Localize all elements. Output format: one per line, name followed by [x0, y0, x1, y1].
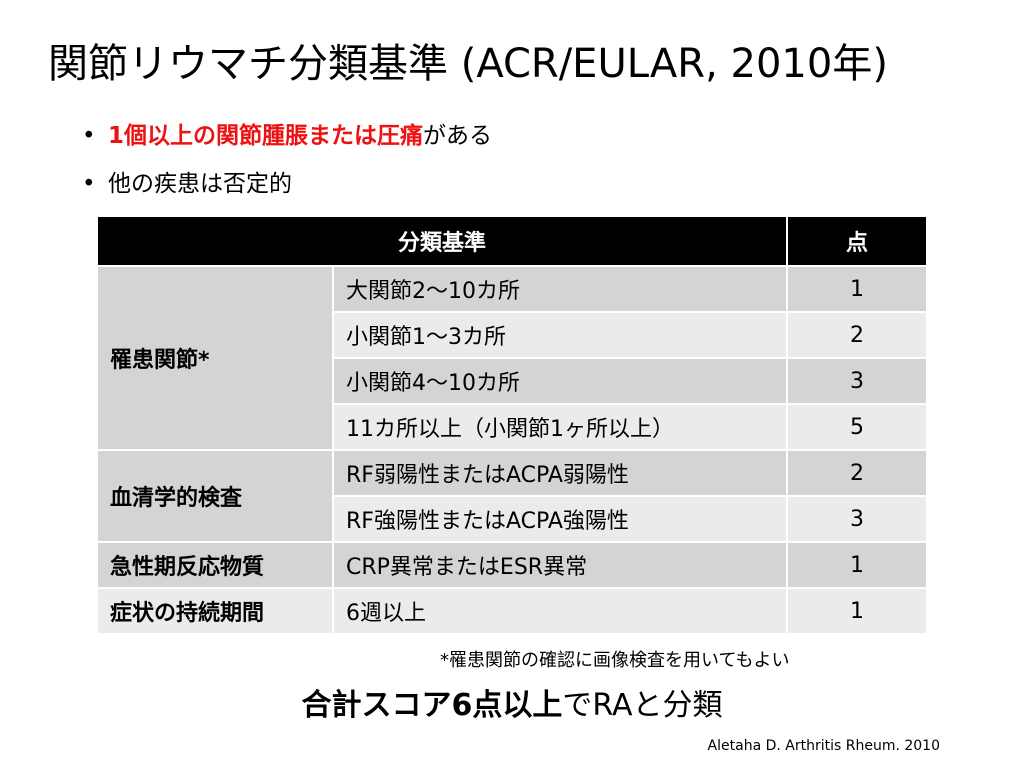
category-joints: 罹患関節*	[96, 265, 334, 451]
category-acute-phase: 急性期反応物質	[96, 541, 334, 589]
row-points: 2	[786, 449, 928, 497]
row-desc: 小関節4～10カ所	[332, 357, 788, 405]
category-duration: 症状の持続期間	[96, 587, 334, 635]
row-desc: RF弱陽性またはACPA弱陽性	[332, 449, 788, 497]
total-score-bold: 合計スコア6点以上	[301, 688, 563, 723]
citation: Aletaha D. Arthritis Rheum. 2010	[707, 738, 940, 754]
total-score-suffix: でRAと分類	[562, 688, 723, 723]
row-points: 5	[786, 403, 928, 451]
table-header-row: 分類基準 点	[96, 215, 928, 267]
table-row: 症状の持続期間 6週以上 1	[96, 587, 928, 635]
total-score-statement: 合計スコア6点以上でRAと分類	[0, 680, 1024, 724]
row-desc: CRP異常またはESR異常	[332, 541, 788, 589]
bullet-list: • 1個以上の関節腫脹または圧痛がある • 他の疾患は否定的	[82, 118, 492, 214]
row-desc: 6週以上	[332, 587, 788, 635]
table-row: 血清学的検査 RF弱陽性またはACPA弱陽性 2	[96, 449, 928, 543]
row-desc: 大関節2～10カ所	[332, 265, 788, 313]
criteria-table: 分類基準 点 罹患関節* 大関節2～10カ所 1 小関節1～3カ所 2 小関節4…	[96, 215, 928, 635]
bullet-item-1: • 1個以上の関節腫脹または圧痛がある	[82, 118, 492, 166]
bullet-dot-icon: •	[82, 123, 96, 149]
footnote: *罹患関節の確認に画像検査を用いてもよい	[440, 650, 790, 671]
table-row: 急性期反応物質 CRP異常またはESR異常 1	[96, 541, 928, 589]
bullet-item-2: • 他の疾患は否定的	[82, 166, 492, 214]
page-title: 関節リウマチ分類基準 (ACR/EULAR, 2010年)	[48, 41, 888, 87]
bullet-dot-icon: •	[82, 171, 96, 197]
row-points: 1	[786, 587, 928, 635]
row-desc: RF強陽性またはACPA強陽性	[332, 495, 788, 543]
bullet-2-text: 他の疾患は否定的	[108, 171, 292, 197]
header-criteria: 分類基準	[96, 215, 788, 267]
table-row: 小関節1～3カ所 2	[97, 311, 928, 359]
header-points: 点	[786, 215, 928, 267]
bullet-1-highlight: 1個以上の関節腫脹または圧痛	[108, 123, 424, 149]
row-points: 3	[786, 495, 928, 543]
row-points: 1	[786, 265, 928, 313]
row-points: 2	[786, 311, 928, 359]
table-row: 11カ所以上（小関節1ヶ所以上） 5	[97, 403, 928, 451]
row-points: 1	[786, 541, 928, 589]
table-row: 罹患関節* 大関節2～10カ所 1	[96, 265, 928, 451]
bullet-1-suffix: がある	[423, 123, 493, 149]
row-desc: 小関節1～3カ所	[332, 311, 788, 359]
table-row: 小関節4～10カ所 3	[97, 357, 928, 405]
table-row: RF強陽性またはACPA強陽性 3	[97, 495, 928, 543]
row-points: 3	[786, 357, 928, 405]
category-serology: 血清学的検査	[96, 449, 334, 543]
row-desc: 11カ所以上（小関節1ヶ所以上）	[332, 403, 788, 451]
